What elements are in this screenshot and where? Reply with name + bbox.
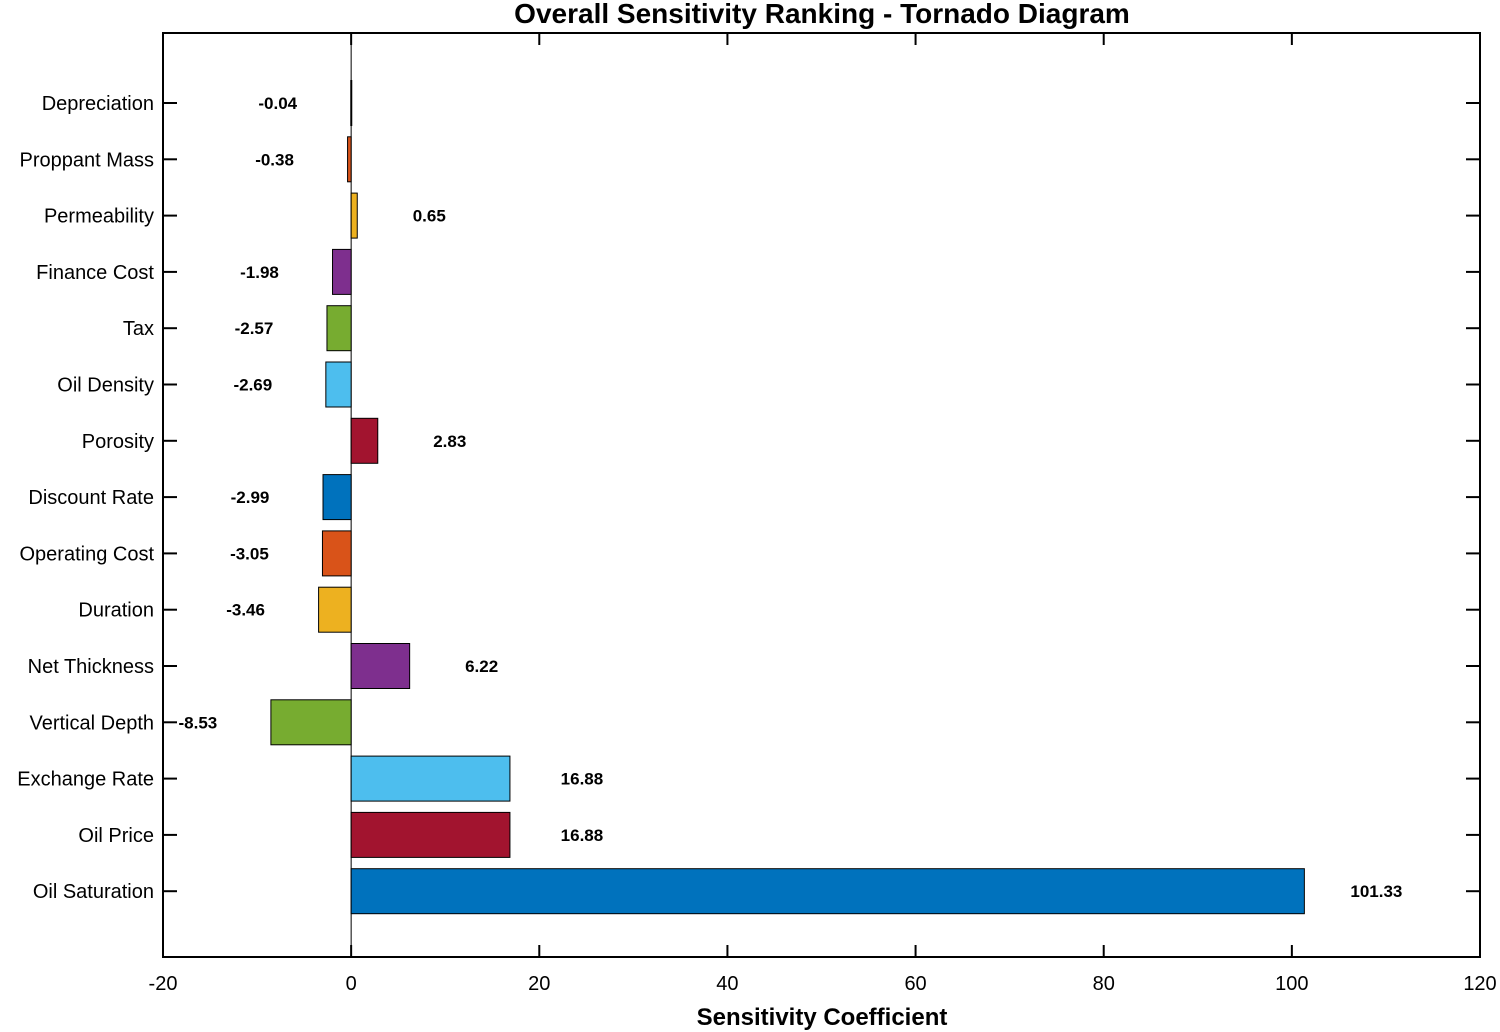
bar [350, 755, 511, 802]
x-tick-label: 100 [1275, 973, 1308, 995]
value-label: 101.33 [1350, 882, 1402, 901]
bar [322, 474, 352, 521]
chart-title: Overall Sensitivity Ranking - Tornado Di… [514, 0, 1130, 29]
category-label: Tax [123, 318, 154, 340]
category-label: Net Thickness [28, 656, 154, 678]
category-label: Oil Price [78, 825, 154, 847]
x-tick-label: 80 [1093, 973, 1115, 995]
category-label: Depreciation [42, 93, 154, 115]
x-tick-label: 60 [904, 973, 926, 995]
category-label: Vertical Depth [29, 712, 154, 734]
value-label: 6.22 [465, 657, 498, 676]
category-label: Discount Rate [28, 487, 154, 509]
value-label: -1.98 [240, 263, 279, 282]
bar [332, 248, 352, 295]
bar [318, 586, 352, 633]
bar [350, 80, 353, 126]
category-label: Duration [78, 600, 154, 622]
value-label: 16.88 [561, 770, 604, 789]
x-axis-label: Sensitivity Coefficient [697, 1004, 948, 1031]
bar [350, 417, 379, 464]
x-tick-label: 0 [346, 973, 357, 995]
x-tick-label: 20 [528, 973, 550, 995]
bar [350, 192, 358, 239]
bar [325, 361, 352, 408]
bar [350, 643, 411, 689]
bar [326, 305, 352, 352]
bar [350, 868, 1305, 915]
category-label: Porosity [82, 431, 154, 453]
x-tick-label: 120 [1463, 973, 1496, 995]
value-label: -0.04 [258, 94, 297, 113]
bar [350, 811, 511, 858]
bar [347, 136, 352, 183]
bar [270, 699, 352, 746]
category-label: Proppant Mass [19, 149, 154, 171]
plot-area: -20 0 20 40 60 80 100 120 Depreciation -0.04 Propp… [17, 32, 1497, 995]
value-label: 2.83 [433, 432, 466, 451]
value-label: -0.38 [255, 150, 294, 169]
category-label: Finance Cost [36, 262, 154, 284]
category-label: Exchange Rate [17, 769, 154, 791]
category-label: Operating Cost [19, 543, 154, 565]
value-label: 16.88 [561, 826, 604, 845]
value-label: -2.69 [233, 376, 272, 395]
plot-frame [162, 32, 1481, 958]
value-label: -8.53 [179, 713, 218, 732]
category-label: Permeability [44, 206, 154, 228]
category-label: Oil Density [57, 375, 154, 397]
value-label: -3.46 [226, 601, 265, 620]
category-label: Oil Saturation [33, 881, 154, 903]
value-label: -2.99 [231, 488, 270, 507]
x-tick-label: -20 [149, 973, 178, 995]
value-label: 0.65 [413, 207, 446, 226]
x-tick-label: 40 [716, 973, 738, 995]
bar [321, 530, 352, 577]
value-label: -2.57 [235, 319, 274, 338]
value-label: -3.05 [230, 544, 269, 563]
